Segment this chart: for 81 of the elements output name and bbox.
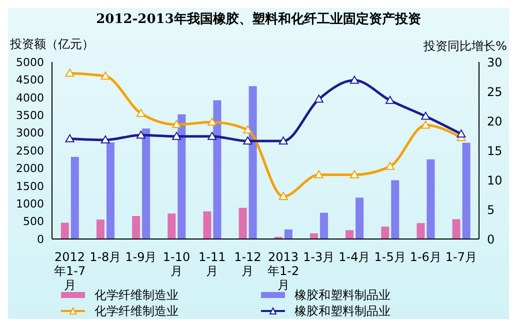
y-tick-label: 2500 (16, 144, 44, 158)
x-tick-label: 1-4月 (338, 250, 370, 264)
bar (426, 159, 435, 239)
point (100, 72, 110, 80)
bar (132, 216, 140, 239)
point (421, 120, 430, 129)
y2-tick-label: 5 (487, 202, 495, 217)
point (243, 136, 252, 145)
y-tick-label: 1000 (16, 198, 44, 211)
bar (462, 142, 470, 239)
legend-label: 化学纤维制造业 (94, 286, 178, 304)
point (172, 120, 182, 128)
y2-tick-label: 15 (487, 144, 502, 158)
point (350, 170, 359, 178)
bar (238, 208, 247, 239)
point (314, 170, 324, 178)
bar (178, 114, 186, 239)
bar (356, 198, 364, 239)
bar (213, 100, 222, 239)
y-tick-label: 4500 (16, 74, 44, 87)
bar (168, 214, 176, 239)
x-tick-label: 1-12月 (234, 250, 262, 278)
bar (416, 223, 425, 239)
y-tick-label: 5000 (16, 56, 44, 69)
y-tick-label: 3500 (16, 109, 44, 122)
point (172, 132, 182, 140)
x-tick-label: 1-6月 (410, 250, 442, 264)
point (136, 108, 146, 117)
point (100, 135, 110, 144)
point (136, 130, 146, 139)
point (243, 125, 252, 134)
bar (106, 142, 114, 239)
point (386, 96, 395, 104)
bar (346, 230, 354, 239)
point (208, 118, 217, 126)
y2-tick-label: 20 (487, 114, 502, 128)
y-tick-label: 2000 (16, 162, 44, 176)
point (278, 192, 288, 200)
bar (203, 211, 212, 239)
bar (381, 226, 390, 239)
bar (70, 156, 79, 239)
y-tick-label: 500 (23, 215, 44, 228)
bar (320, 212, 328, 239)
point (278, 136, 288, 145)
y-tick-label: 1500 (16, 180, 44, 193)
point (386, 162, 395, 170)
y2-tick-label: 10 (487, 173, 502, 188)
x-tick-label: 1-9月 (125, 250, 157, 264)
point (208, 132, 217, 140)
chart-title: 2012-2013年我国橡胶、塑料和化纤工业固定资产投资 (95, 10, 422, 28)
point (421, 112, 430, 120)
point (65, 68, 74, 77)
x-tick-label: 1-5月 (374, 250, 406, 264)
legend-label: 橡胶和塑料制品业 (294, 302, 390, 320)
bar (142, 128, 150, 239)
x-tick-label: 1-8月 (90, 250, 122, 264)
point (350, 76, 359, 84)
x-tick-label: 1-7月 (445, 250, 478, 264)
point (65, 134, 74, 142)
x-tick-label: 1-11月 (198, 250, 226, 278)
x-tick-label: 1-10月 (162, 250, 190, 278)
bar (248, 86, 257, 239)
legend-label: 化学纤维制造业 (94, 302, 178, 320)
legend-label: 橡胶和塑料制品业 (294, 286, 390, 304)
y2-tick-label: 0 (487, 232, 495, 246)
x-tick-label: 1-3月 (303, 250, 335, 264)
y-tick-label: 0 (37, 232, 44, 246)
y2-tick-label: 30 (487, 55, 502, 70)
bar (60, 222, 69, 239)
point (314, 94, 324, 103)
y2-tick-label: 25 (487, 84, 502, 99)
y-tick-label: 4000 (16, 91, 44, 104)
y-tick-label: 3000 (16, 126, 44, 140)
y2-axis-title: 投资同比增长% (424, 38, 507, 55)
point (456, 129, 466, 138)
bar (452, 219, 460, 239)
x-tick-label: 2012年1-7月 (54, 250, 86, 292)
bar (391, 180, 400, 239)
bar (96, 220, 104, 239)
y-axis-title: 投资额（亿元） (10, 36, 94, 53)
bar (284, 229, 292, 239)
